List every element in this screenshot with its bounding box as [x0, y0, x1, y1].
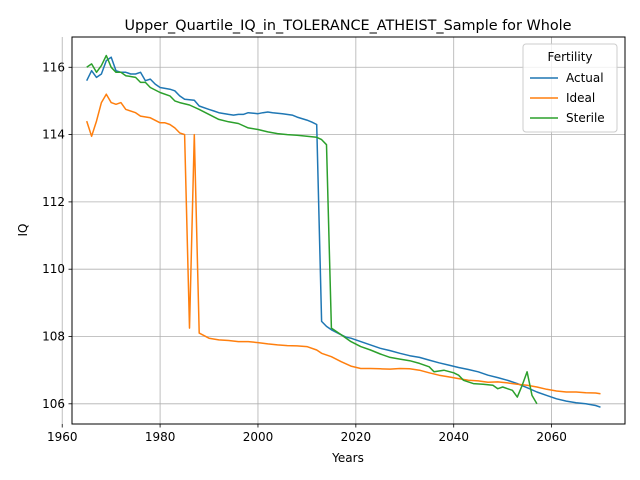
- y-tick-label: 108: [42, 330, 65, 344]
- series-line-sterile: [86, 54, 538, 405]
- y-axis-ticks: 106 108 110 112 114 116: [42, 60, 72, 411]
- legend-title: Fertility: [547, 50, 592, 64]
- x-tick-label: 2060: [536, 430, 567, 444]
- x-axis-ticks: 1960 1980 2000 2020 2040 2060: [47, 424, 567, 444]
- series-line-ideal: [85, 93, 601, 395]
- x-axis-label: Years: [331, 451, 364, 465]
- chart-title: Upper_Quartile_IQ_in_TOLERANCE_ATHEIST_S…: [124, 18, 571, 34]
- y-tick-label: 114: [42, 128, 65, 142]
- legend-label-sterile: Sterile: [566, 111, 605, 125]
- x-tick-label: 1980: [145, 430, 176, 444]
- x-tick-label: 2040: [438, 430, 469, 444]
- legend: Fertility Actual Ideal Sterile: [522, 43, 618, 133]
- legend-label-actual: Actual: [566, 71, 604, 85]
- x-tick-label: 2000: [243, 430, 274, 444]
- x-tick-label: 2020: [341, 430, 372, 444]
- series-lines: [85, 54, 601, 408]
- x-tick-label: 1960: [47, 430, 78, 444]
- y-tick-label: 116: [42, 60, 65, 74]
- legend-box: [522, 43, 618, 133]
- y-axis-label: IQ: [16, 224, 30, 237]
- legend-entries: Actual Ideal Sterile: [530, 71, 605, 125]
- plot-area-frame: [71, 36, 626, 425]
- series-line-actual: [86, 56, 601, 408]
- legend-label-ideal: Ideal: [566, 91, 595, 105]
- y-tick-label: 112: [42, 195, 65, 209]
- grid-lines: [61, 37, 625, 424]
- y-tick-label: 110: [42, 262, 65, 276]
- y-tick-label: 106: [42, 397, 65, 411]
